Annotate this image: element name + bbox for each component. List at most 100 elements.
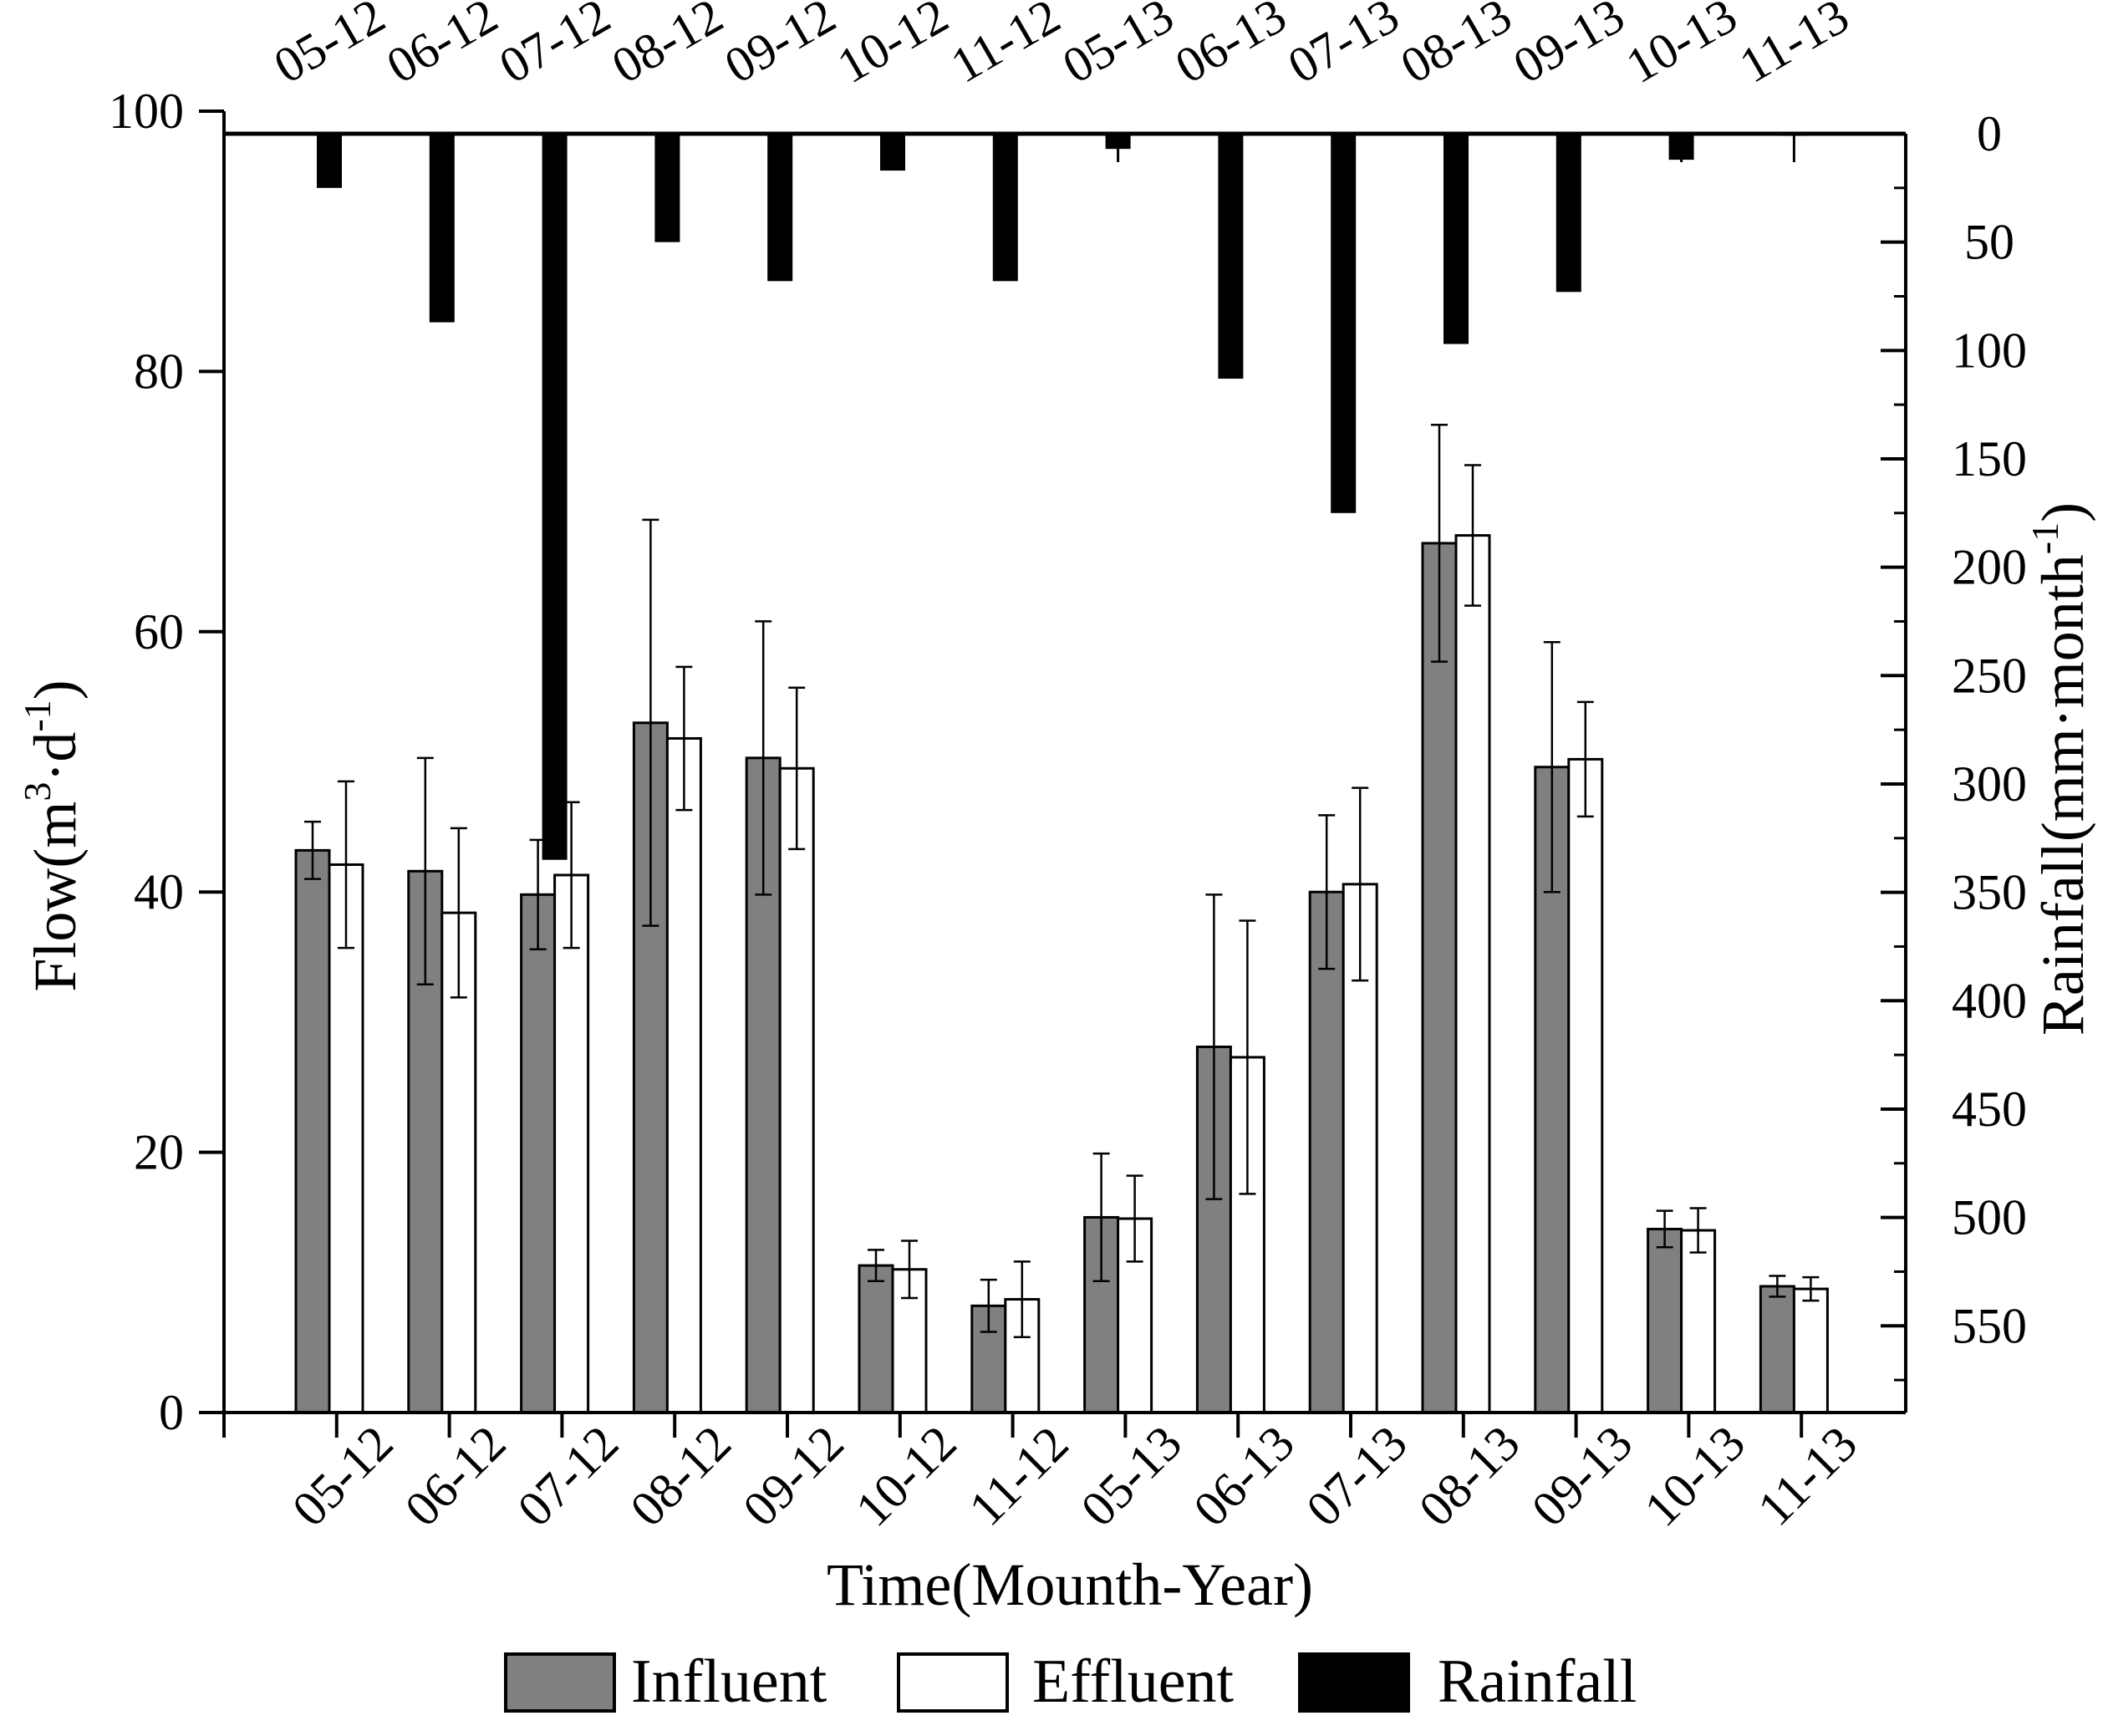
- rainfall-bar: [542, 134, 568, 860]
- x-tick-label: 09-12: [732, 1415, 854, 1537]
- legend-label-influent: Influent: [631, 1647, 827, 1716]
- rainfall-bar: [767, 134, 793, 282]
- influent-bar: [1759, 1285, 1795, 1414]
- top-x-tick-label: 10-12: [828, 0, 957, 94]
- x-tick-label: 06-12: [395, 1415, 517, 1537]
- influent-error-bar: [416, 756, 434, 985]
- x-tick-label: 07-12: [507, 1415, 629, 1537]
- effluent-error-bar: [338, 780, 354, 949]
- rainfall-bar: [1218, 134, 1244, 379]
- rainfall-bar: [992, 134, 1018, 282]
- effluent-bar: [665, 736, 702, 1414]
- effluent-bar: [778, 766, 815, 1414]
- y2-tick-label: 400: [1952, 973, 2027, 1028]
- influent-bar: [1421, 542, 1458, 1414]
- influent-bar: [294, 848, 331, 1414]
- rainfall-bar: [1555, 134, 1581, 293]
- rainfall-bar: [317, 134, 342, 188]
- effluent-error-bar: [1126, 1174, 1143, 1263]
- axes-layer: 0 20 40 60 80 100 0 50 100 150 200 250 300 350 400 450 5…: [109, 0, 2027, 1537]
- effluent-bar: [553, 873, 590, 1414]
- effluent-error-bar: [450, 827, 467, 999]
- legend-swatch-effluent: [897, 1652, 1009, 1713]
- top-x-tick-label: 09-13: [1505, 0, 1633, 94]
- legend-label-rainfall: Rainfall: [1438, 1647, 1637, 1716]
- top-x-tick-label: 05-13: [1053, 0, 1182, 94]
- legend-swatch-influent: [504, 1652, 616, 1713]
- influent-error-bar: [642, 518, 659, 927]
- influent-bar: [858, 1264, 894, 1414]
- top-x-tick-label: 11-12: [942, 0, 1069, 94]
- rainfall-bar: [654, 134, 680, 242]
- x-tick-label: 06-13: [1183, 1415, 1305, 1537]
- bars-layer: [294, 423, 1829, 1414]
- effluent-error-bar: [1239, 919, 1256, 1195]
- x-tick-label: 10-13: [1634, 1415, 1756, 1537]
- y-axis-title: Flow(m3·d-1): [16, 680, 89, 991]
- y-tick-label: 40: [134, 864, 184, 919]
- top-x-tick-label: 05-12: [265, 0, 394, 94]
- influent-error-bar: [1769, 1275, 1786, 1298]
- influent-error-bar: [1656, 1209, 1673, 1249]
- effluent-error-bar: [1013, 1260, 1031, 1338]
- y2-tick-label: 200: [1952, 540, 2027, 595]
- x-tick-label: 05-13: [1071, 1415, 1193, 1537]
- effluent-error-bar: [675, 665, 693, 812]
- y2-tick-label: 500: [1952, 1190, 2027, 1245]
- legend-label-effluent: Effluent: [1032, 1647, 1235, 1716]
- influent-error-bar: [868, 1249, 884, 1282]
- effluent-error-bar: [1464, 464, 1481, 607]
- y2-tick-label: 350: [1952, 865, 2027, 920]
- y2-tick-label: 450: [1952, 1082, 2027, 1137]
- rainfall-bar: [1331, 134, 1357, 513]
- effluent-error-bar: [901, 1240, 918, 1300]
- influent-error-bar: [1092, 1152, 1110, 1282]
- x-axis-title: Time(Mounth-Year): [827, 1551, 1313, 1618]
- y-tick-label: 0: [159, 1385, 184, 1440]
- top-x-tick-label: 08-13: [1392, 0, 1520, 94]
- y2-tick-label: 250: [1952, 648, 2027, 703]
- x-tick-label: 05-12: [282, 1415, 404, 1537]
- effluent-error-bar: [1352, 787, 1369, 982]
- influent-bar: [1308, 890, 1345, 1414]
- legend: Influent Effluent Rainfall: [504, 1647, 1637, 1716]
- effluent-bar: [1567, 757, 1604, 1414]
- y2-tick-label: 550: [1952, 1298, 2027, 1353]
- effluent-error-bar: [1689, 1207, 1707, 1254]
- influent-error-bar: [980, 1278, 997, 1333]
- y-tick-label: 20: [134, 1125, 184, 1180]
- legend-swatch-rainfall: [1298, 1652, 1410, 1713]
- y2-tick-label: 100: [1952, 323, 2027, 378]
- y2-tick-label: 300: [1952, 756, 2027, 812]
- y-tick-label: 80: [134, 344, 184, 399]
- rainfall-bar: [1443, 134, 1469, 344]
- y-tick-label: 100: [109, 84, 184, 139]
- x-tick-label: 08-12: [619, 1415, 741, 1537]
- influent-error-bar: [304, 820, 321, 880]
- effluent-bar: [1454, 534, 1491, 1414]
- effluent-bar: [1680, 1229, 1717, 1414]
- influent-error-bar: [755, 620, 772, 896]
- top-x-tick-label: 07-12: [490, 0, 619, 94]
- y2-tick-label: 0: [1977, 106, 2002, 161]
- x-tick-label: 07-13: [1296, 1415, 1418, 1537]
- x-tick-label: 08-13: [1408, 1415, 1530, 1537]
- top-x-tick-label: 06-12: [378, 0, 507, 94]
- rainfall-bar: [429, 134, 455, 323]
- x-tick-label: 11-13: [1747, 1416, 1867, 1536]
- influent-error-bar: [1318, 814, 1336, 970]
- influent-error-bar: [1431, 423, 1448, 663]
- top-x-tick-label: 09-12: [715, 0, 844, 94]
- y2-tick-label: 50: [1964, 215, 2014, 270]
- rainfall-bar: [880, 134, 905, 171]
- y2-axis-title: Rainfall(mm·month-1): [2024, 502, 2096, 1036]
- effluent-error-bar: [788, 686, 806, 851]
- top-x-tick-label: 08-12: [603, 0, 731, 94]
- x-tick-label: 11-12: [959, 1416, 1079, 1536]
- influent-error-bar: [1205, 893, 1223, 1200]
- top-x-tick-label: 07-13: [1279, 0, 1408, 94]
- x-tick-label: 09-13: [1521, 1415, 1643, 1537]
- influent-bar: [520, 893, 557, 1414]
- top-x-tick-label: 10-13: [1617, 0, 1745, 94]
